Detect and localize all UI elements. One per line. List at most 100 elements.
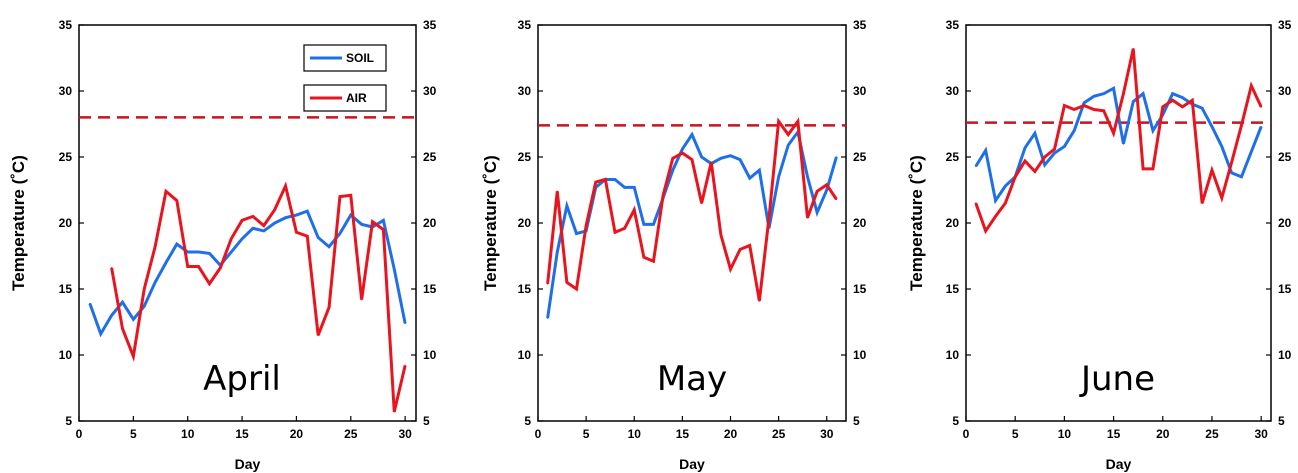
data-point-air — [339, 195, 341, 198]
data-point-soil — [614, 178, 616, 181]
y-tick-label-right: 5 — [853, 414, 860, 428]
data-point-air — [777, 120, 780, 123]
data-point-air — [556, 190, 559, 193]
x-tick-label: 25 — [344, 427, 358, 441]
legend-label-soil: SOIL — [346, 51, 374, 65]
data-point-air — [1171, 99, 1174, 102]
data-point-air — [328, 306, 330, 309]
month-label: June — [1079, 359, 1155, 399]
y-tick-label-right: 30 — [1278, 84, 1292, 98]
y-tick-label-right: 20 — [853, 216, 867, 230]
x-tick-label: 15 — [235, 427, 249, 441]
data-point-soil — [197, 251, 200, 253]
data-point-air — [566, 281, 568, 284]
y-tick-label-left: 20 — [59, 216, 73, 230]
y-tick-label-right: 25 — [1278, 150, 1292, 164]
series-line-soil — [974, 86, 1263, 205]
data-point-soil — [1043, 164, 1046, 166]
data-point-soil — [1211, 125, 1213, 128]
y-tick-label-right: 15 — [1278, 282, 1292, 296]
y-axis-label: Temperature (˚C) — [907, 155, 926, 291]
data-point-air — [382, 228, 385, 231]
y-tick-label-right: 10 — [423, 348, 437, 362]
data-point-air — [1132, 47, 1135, 50]
data-point-soil — [382, 219, 385, 222]
y-tick-label-left: 35 — [59, 18, 73, 32]
x-axis-label: Day — [1106, 456, 1132, 472]
y-tick-label-right: 30 — [853, 84, 867, 98]
data-point-air — [614, 231, 616, 234]
data-point-soil — [1083, 102, 1085, 104]
data-point-soil — [556, 251, 559, 253]
data-point-soil — [1004, 185, 1007, 187]
y-tick-label-right: 10 — [1278, 348, 1292, 362]
data-point-air — [208, 282, 211, 285]
x-tick-label: 10 — [181, 427, 195, 441]
y-tick-label-left: 30 — [946, 84, 960, 98]
data-point-soil — [393, 268, 396, 271]
data-point-soil — [89, 302, 91, 305]
data-point-air — [1152, 168, 1154, 170]
x-tick-label: 30 — [398, 427, 412, 441]
y-tick-label-left: 35 — [518, 18, 532, 32]
data-point-soil — [186, 251, 189, 253]
data-point-soil — [328, 245, 330, 248]
data-point-air — [975, 202, 977, 204]
data-point-air — [154, 245, 156, 248]
data-point-soil — [1063, 145, 1066, 148]
data-point-soil — [1034, 132, 1036, 135]
y-tick-label-right: 30 — [423, 84, 437, 98]
series-line-air — [110, 181, 407, 413]
data-point-air — [816, 190, 818, 193]
x-tick-label: 0 — [76, 427, 83, 441]
data-point-air — [806, 216, 809, 219]
data-point-soil — [777, 176, 780, 178]
x-tick-label: 20 — [1156, 427, 1170, 441]
y-tick-label-right: 35 — [1278, 18, 1292, 32]
data-point-soil — [273, 222, 276, 224]
data-point-air — [768, 216, 770, 219]
x-tick-label: 10 — [628, 427, 642, 441]
data-point-air — [758, 300, 761, 302]
data-point-air — [1112, 132, 1115, 135]
x-tick-label: 30 — [820, 427, 834, 441]
data-point-soil — [575, 232, 578, 235]
data-point-air — [546, 282, 549, 285]
legend-box — [303, 84, 387, 112]
y-tick-label-left: 10 — [59, 348, 73, 362]
y-tick-label-left: 25 — [59, 150, 73, 164]
data-point-soil — [1053, 152, 1056, 154]
x-axis-label: Day — [679, 456, 705, 472]
y-tick-label-left: 20 — [518, 216, 532, 230]
data-point-soil — [1181, 96, 1184, 99]
data-point-air — [700, 202, 703, 204]
data-point-soil — [652, 223, 655, 226]
data-point-air — [604, 178, 607, 181]
data-point-soil — [404, 322, 406, 325]
data-point-soil — [984, 149, 987, 152]
data-point-air — [241, 219, 243, 222]
data-point-air — [176, 199, 178, 202]
data-point-air — [1073, 108, 1076, 111]
data-point-air — [787, 133, 790, 136]
y-tick-label-left: 5 — [524, 414, 531, 428]
data-point-air — [197, 265, 200, 268]
data-point-air — [748, 244, 751, 247]
data-point-soil — [121, 301, 124, 304]
y-tick-label-right: 5 — [1278, 414, 1285, 428]
data-point-air — [1260, 106, 1262, 108]
data-point-air — [1201, 202, 1203, 204]
y-tick-label-right: 20 — [423, 216, 437, 230]
data-point-soil — [1171, 92, 1174, 95]
data-point-air — [1230, 161, 1233, 164]
data-point-soil — [132, 318, 135, 321]
month-label: May — [657, 359, 727, 399]
x-tick-label: 25 — [772, 427, 786, 441]
data-point-air — [739, 248, 741, 251]
y-tick-label-left: 10 — [518, 348, 532, 362]
data-point-soil — [1201, 107, 1203, 109]
data-point-air — [371, 220, 374, 223]
